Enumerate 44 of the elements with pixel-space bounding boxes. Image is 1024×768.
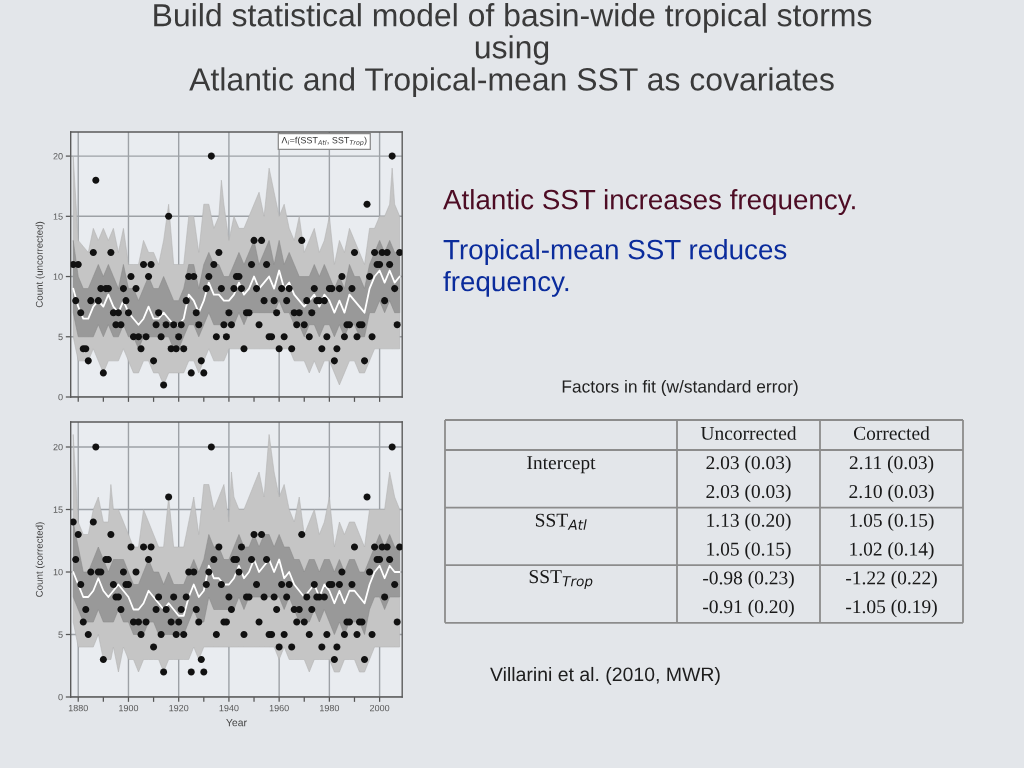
- y-axis-title: Count (corrected): [35, 522, 45, 597]
- x-tick-label: 2000: [370, 704, 390, 712]
- annotation: Λ$_{i}$=f(SST$_{Atl}$, SST$_{Trop}$): [281, 136, 367, 147]
- y-tick-label: 5: [58, 333, 63, 341]
- x-tick-label: 1940: [219, 704, 239, 712]
- text: 2.10 (0.03): [849, 484, 934, 503]
- x-tick-label: 1980: [320, 704, 340, 712]
- y-tick-label: 10: [53, 273, 63, 280]
- y-tick-label: 15: [53, 213, 63, 220]
- text: 1.05 (0.15): [850, 513, 934, 531]
- text: -1.05 (0.19): [846, 599, 937, 618]
- x-tick-label: 1960: [269, 704, 289, 712]
- y-tick-label: 20: [53, 153, 63, 160]
- category-label: Corrected: [853, 426, 930, 440]
- y-tick-label: 15: [53, 506, 63, 513]
- text: 2.03 (0.03): [706, 484, 791, 503]
- text: 1.02 (0.14): [850, 541, 934, 560]
- text: 2.03 (0.03): [706, 455, 791, 474]
- category-label: Intercept: [527, 456, 596, 474]
- y-tick-label: 20: [53, 443, 63, 451]
- text: 1.05 (0.15): [707, 541, 791, 560]
- y-tick-label: 5: [58, 631, 63, 638]
- category-label: Uncorrected: [700, 426, 797, 440]
- x-tick-label: 1900: [119, 704, 139, 712]
- y-axis-title: Count (uncorrected): [35, 221, 45, 308]
- text: Factors in fit (w/standard error): [562, 379, 798, 397]
- text: Atlantic SST increases frequency.: [443, 189, 855, 215]
- text: Villarini et al. (2010, MWR): [490, 666, 720, 686]
- text: Tropical-mean SST reduces frequency.: [443, 239, 787, 297]
- y-tick-label: 10: [53, 568, 63, 576]
- text: -0.98 (0.23): [703, 570, 794, 589]
- y-tick-label: 0: [58, 393, 63, 401]
- text: 1.13 (0.20): [707, 513, 791, 531]
- x-tick-label: 1880: [68, 704, 88, 712]
- y-tick-label: 0: [58, 693, 63, 701]
- category-label: SST$_{Atl}$: [535, 513, 587, 530]
- text: 2.11 (0.03): [849, 455, 934, 474]
- category-label: SST$_{Trop}$: [529, 570, 593, 589]
- line-series: [72, 558, 401, 617]
- text: Build statistical model of basin-wide tropical storms using Atlantic and Tropical-mean SST as covariates: [154, 3, 872, 98]
- text: -0.91 (0.20): [703, 599, 794, 618]
- x-tick-label: 1920: [169, 704, 189, 712]
- x-axis-title: Year: [226, 718, 247, 727]
- text: -1.22 (0.22): [846, 570, 937, 589]
